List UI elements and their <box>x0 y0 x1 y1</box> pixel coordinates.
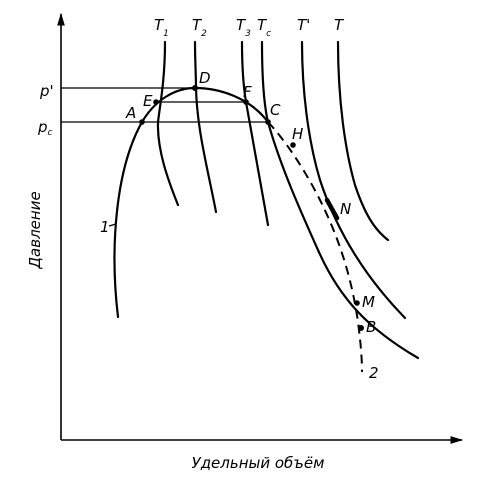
leader-curve-1 <box>108 223 117 227</box>
saturation-dome-curve <box>113 86 270 319</box>
point-b <box>358 325 364 331</box>
point-m <box>354 300 360 306</box>
isotherm-t1 <box>156 40 180 207</box>
point-f <box>243 99 249 105</box>
point-h <box>290 142 296 148</box>
label-b: B <box>366 318 376 336</box>
isotherm-tc <box>260 40 420 360</box>
label-curve-2: 2 <box>369 364 379 382</box>
isotherm-t2 <box>193 40 218 214</box>
isotherm-t <box>336 40 390 242</box>
label-t1: T1 <box>154 16 169 39</box>
label-curve-1: 1 <box>100 218 110 236</box>
label-n: N <box>340 200 351 218</box>
p-prime-label: p' <box>39 82 54 100</box>
label-h: H <box>292 125 303 143</box>
point-c <box>265 119 271 125</box>
label-a: A <box>125 104 136 122</box>
label-m: M <box>362 293 375 311</box>
label-c: C <box>270 101 281 119</box>
isotherm-t-prime <box>300 40 407 320</box>
segment-n <box>324 197 340 221</box>
label-e: E <box>143 92 153 110</box>
label-t: T <box>334 16 345 34</box>
point-e <box>153 99 159 105</box>
isotherm-t3 <box>240 40 270 227</box>
y-axis-title: Давление <box>26 191 44 269</box>
point-a <box>139 119 145 125</box>
x-axis-title: Удельный объём <box>192 454 325 472</box>
label-t-prime: T' <box>297 16 310 34</box>
label-f: F <box>243 83 252 101</box>
pc-label: pc <box>37 118 53 138</box>
label-t3: T3 <box>236 16 251 39</box>
spinodal-dashed-curve <box>267 121 363 373</box>
point-d <box>192 85 198 91</box>
label-t2: T2 <box>192 16 207 39</box>
label-tc: Tc <box>257 16 271 39</box>
label-d: D <box>199 69 211 87</box>
